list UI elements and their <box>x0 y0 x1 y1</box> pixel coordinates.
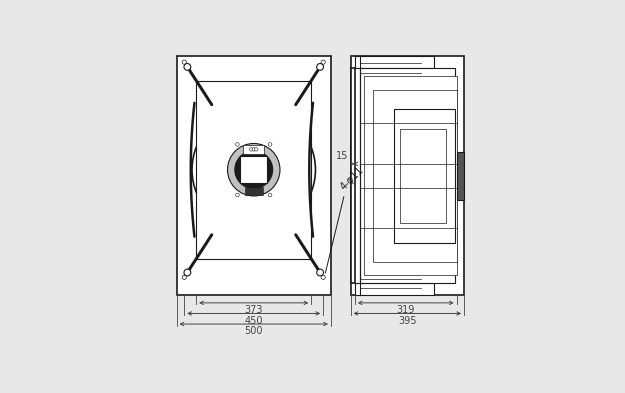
Bar <box>355 283 434 295</box>
Bar <box>359 68 455 283</box>
Bar <box>351 68 355 283</box>
Bar <box>177 56 331 295</box>
Circle shape <box>249 148 253 151</box>
Text: 373: 373 <box>244 305 263 315</box>
Bar <box>351 56 464 295</box>
Circle shape <box>184 269 191 276</box>
Text: 319: 319 <box>397 305 415 315</box>
Text: 500: 500 <box>244 327 263 336</box>
Bar <box>355 56 434 68</box>
Bar <box>240 156 268 184</box>
Bar <box>400 129 446 222</box>
Circle shape <box>192 108 316 231</box>
Circle shape <box>182 60 186 64</box>
Bar <box>373 90 458 262</box>
Text: 450: 450 <box>244 316 263 326</box>
Circle shape <box>236 193 239 197</box>
Circle shape <box>317 269 324 276</box>
Circle shape <box>254 148 258 151</box>
Circle shape <box>317 64 324 70</box>
Circle shape <box>184 64 191 70</box>
Circle shape <box>228 143 280 196</box>
Text: 15: 15 <box>336 151 348 161</box>
Circle shape <box>268 143 272 146</box>
Bar <box>457 152 464 200</box>
Circle shape <box>321 60 325 64</box>
Text: 395: 395 <box>398 316 417 326</box>
Circle shape <box>182 275 186 279</box>
Circle shape <box>321 275 325 279</box>
Bar <box>364 76 458 275</box>
Bar <box>394 109 455 243</box>
Circle shape <box>268 193 272 197</box>
Circle shape <box>236 143 239 146</box>
Circle shape <box>252 148 256 151</box>
Circle shape <box>235 151 272 189</box>
Bar <box>243 145 264 154</box>
Text: 4-φ11: 4-φ11 <box>338 164 366 191</box>
Bar <box>196 81 311 259</box>
Bar <box>244 187 263 195</box>
